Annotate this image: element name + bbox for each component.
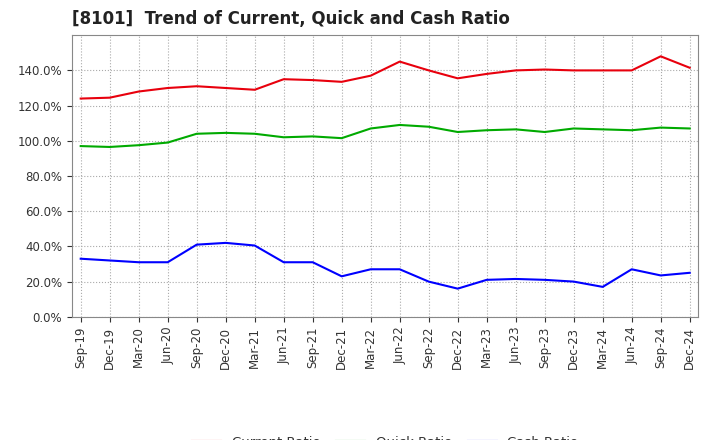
Cash Ratio <box>105 258 114 263</box>
Cash Ratio <box>366 267 375 272</box>
Current Ratio <box>424 68 433 73</box>
Quick Ratio <box>482 128 491 133</box>
Quick Ratio <box>511 127 520 132</box>
Cash Ratio <box>424 279 433 284</box>
Current Ratio <box>251 87 259 92</box>
Quick Ratio <box>338 136 346 141</box>
Current Ratio <box>366 73 375 78</box>
Cash Ratio <box>511 276 520 282</box>
Quick Ratio <box>105 144 114 150</box>
Cash Ratio <box>657 273 665 278</box>
Cash Ratio <box>135 260 143 265</box>
Cash Ratio <box>482 277 491 282</box>
Quick Ratio <box>135 143 143 148</box>
Quick Ratio <box>685 126 694 131</box>
Legend: Current Ratio, Quick Ratio, Cash Ratio: Current Ratio, Quick Ratio, Cash Ratio <box>186 430 584 440</box>
Current Ratio <box>221 85 230 91</box>
Current Ratio <box>541 67 549 72</box>
Current Ratio <box>105 95 114 100</box>
Current Ratio <box>482 71 491 77</box>
Quick Ratio <box>570 126 578 131</box>
Current Ratio <box>308 77 317 83</box>
Current Ratio <box>598 68 607 73</box>
Current Ratio <box>685 65 694 70</box>
Cash Ratio <box>251 243 259 248</box>
Cash Ratio <box>454 286 462 291</box>
Current Ratio <box>511 68 520 73</box>
Quick Ratio <box>221 130 230 136</box>
Line: Cash Ratio: Cash Ratio <box>81 243 690 289</box>
Quick Ratio <box>192 131 201 136</box>
Quick Ratio <box>308 134 317 139</box>
Quick Ratio <box>627 128 636 133</box>
Cash Ratio <box>598 284 607 290</box>
Quick Ratio <box>454 129 462 135</box>
Current Ratio <box>395 59 404 64</box>
Cash Ratio <box>570 279 578 284</box>
Current Ratio <box>570 68 578 73</box>
Line: Quick Ratio: Quick Ratio <box>81 125 690 147</box>
Cash Ratio <box>163 260 172 265</box>
Cash Ratio <box>279 260 288 265</box>
Quick Ratio <box>395 122 404 128</box>
Quick Ratio <box>598 127 607 132</box>
Text: [8101]  Trend of Current, Quick and Cash Ratio: [8101] Trend of Current, Quick and Cash … <box>72 10 510 28</box>
Current Ratio <box>627 68 636 73</box>
Current Ratio <box>279 77 288 82</box>
Quick Ratio <box>366 126 375 131</box>
Quick Ratio <box>251 131 259 136</box>
Cash Ratio <box>685 270 694 275</box>
Quick Ratio <box>424 124 433 129</box>
Current Ratio <box>192 84 201 89</box>
Cash Ratio <box>308 260 317 265</box>
Line: Current Ratio: Current Ratio <box>81 56 690 99</box>
Cash Ratio <box>627 267 636 272</box>
Cash Ratio <box>395 267 404 272</box>
Cash Ratio <box>221 240 230 246</box>
Quick Ratio <box>657 125 665 130</box>
Current Ratio <box>135 89 143 94</box>
Current Ratio <box>163 85 172 91</box>
Quick Ratio <box>163 140 172 145</box>
Cash Ratio <box>541 277 549 282</box>
Quick Ratio <box>541 129 549 135</box>
Cash Ratio <box>192 242 201 247</box>
Quick Ratio <box>279 135 288 140</box>
Current Ratio <box>76 96 85 101</box>
Current Ratio <box>657 54 665 59</box>
Cash Ratio <box>338 274 346 279</box>
Current Ratio <box>338 79 346 84</box>
Quick Ratio <box>76 143 85 149</box>
Current Ratio <box>454 76 462 81</box>
Cash Ratio <box>76 256 85 261</box>
